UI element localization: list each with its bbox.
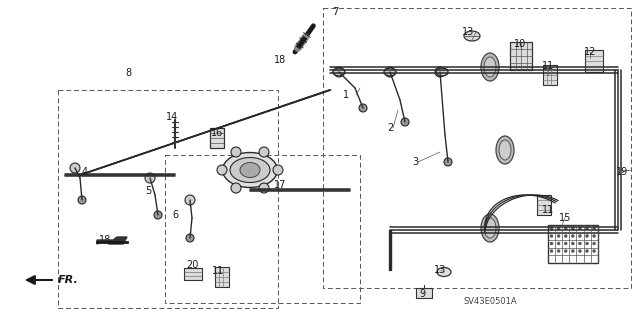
Text: 17: 17 — [274, 180, 286, 190]
Text: FR.: FR. — [58, 275, 79, 285]
Circle shape — [385, 67, 395, 77]
Text: 10: 10 — [514, 39, 526, 49]
Bar — [510, 42, 532, 70]
Text: 7: 7 — [332, 7, 338, 17]
Circle shape — [579, 242, 581, 245]
Circle shape — [586, 249, 589, 253]
Circle shape — [593, 242, 596, 245]
Circle shape — [185, 195, 195, 205]
Ellipse shape — [223, 152, 278, 188]
Circle shape — [359, 104, 367, 112]
Circle shape — [259, 147, 269, 157]
Circle shape — [444, 158, 452, 166]
Circle shape — [586, 234, 589, 238]
Circle shape — [579, 234, 581, 238]
Ellipse shape — [484, 57, 496, 77]
Circle shape — [145, 173, 155, 183]
Circle shape — [593, 227, 596, 230]
Bar — [165, 155, 360, 303]
Text: 18: 18 — [274, 55, 286, 65]
Circle shape — [557, 234, 560, 238]
Circle shape — [586, 242, 589, 245]
Circle shape — [572, 242, 574, 245]
Circle shape — [550, 242, 553, 245]
Circle shape — [70, 163, 80, 173]
Bar — [537, 195, 551, 215]
Text: 20: 20 — [186, 260, 198, 270]
Circle shape — [550, 249, 553, 253]
Bar — [416, 288, 432, 298]
Circle shape — [401, 118, 409, 126]
Circle shape — [78, 196, 86, 204]
Circle shape — [579, 227, 581, 230]
Text: 1: 1 — [343, 90, 349, 100]
Circle shape — [557, 242, 560, 245]
Circle shape — [557, 227, 560, 230]
Text: 3: 3 — [412, 157, 418, 167]
Circle shape — [564, 242, 567, 245]
Circle shape — [231, 147, 241, 157]
Text: 6: 6 — [172, 210, 178, 220]
Bar — [210, 128, 224, 148]
Circle shape — [586, 227, 589, 230]
Circle shape — [572, 227, 574, 230]
Text: 8: 8 — [125, 68, 131, 78]
Ellipse shape — [499, 140, 511, 160]
Text: 5: 5 — [145, 186, 151, 196]
Ellipse shape — [230, 158, 270, 182]
Text: 13: 13 — [434, 265, 446, 275]
Circle shape — [564, 234, 567, 238]
Text: 4: 4 — [82, 167, 88, 177]
Text: 11: 11 — [542, 61, 554, 71]
Circle shape — [593, 249, 596, 253]
Text: SV43E0501A: SV43E0501A — [463, 298, 517, 307]
Text: 15: 15 — [559, 213, 571, 223]
Ellipse shape — [240, 162, 260, 177]
Circle shape — [564, 249, 567, 253]
Bar — [184, 268, 202, 280]
Ellipse shape — [436, 68, 448, 76]
Text: 14: 14 — [166, 112, 178, 122]
Circle shape — [217, 165, 227, 175]
Circle shape — [593, 234, 596, 238]
Circle shape — [550, 227, 553, 230]
Text: 18: 18 — [99, 235, 111, 245]
Circle shape — [154, 211, 162, 219]
Text: 19: 19 — [616, 167, 628, 177]
Circle shape — [186, 234, 194, 242]
Circle shape — [334, 67, 344, 77]
Bar — [543, 65, 557, 85]
Circle shape — [273, 165, 283, 175]
Circle shape — [259, 183, 269, 193]
Ellipse shape — [481, 214, 499, 242]
Text: 16: 16 — [211, 128, 223, 138]
Circle shape — [572, 234, 574, 238]
Ellipse shape — [481, 53, 499, 81]
Circle shape — [435, 67, 445, 77]
Text: 12: 12 — [584, 47, 596, 57]
Ellipse shape — [437, 268, 451, 277]
Polygon shape — [97, 237, 127, 244]
Ellipse shape — [384, 68, 396, 76]
Bar — [323, 8, 631, 288]
Text: 11: 11 — [542, 205, 554, 215]
Text: 13: 13 — [462, 27, 474, 37]
Circle shape — [231, 183, 241, 193]
Ellipse shape — [496, 136, 514, 164]
Text: 9: 9 — [419, 289, 425, 299]
Bar — [585, 50, 603, 72]
Circle shape — [579, 249, 581, 253]
Circle shape — [550, 234, 553, 238]
Text: 2: 2 — [387, 123, 393, 133]
Ellipse shape — [484, 218, 496, 238]
Bar — [215, 267, 229, 287]
Circle shape — [572, 249, 574, 253]
Ellipse shape — [333, 68, 345, 76]
Bar — [548, 225, 598, 263]
Circle shape — [557, 249, 560, 253]
Text: 11: 11 — [212, 266, 224, 276]
Bar — [58, 90, 278, 308]
Ellipse shape — [464, 31, 480, 41]
Circle shape — [564, 227, 567, 230]
